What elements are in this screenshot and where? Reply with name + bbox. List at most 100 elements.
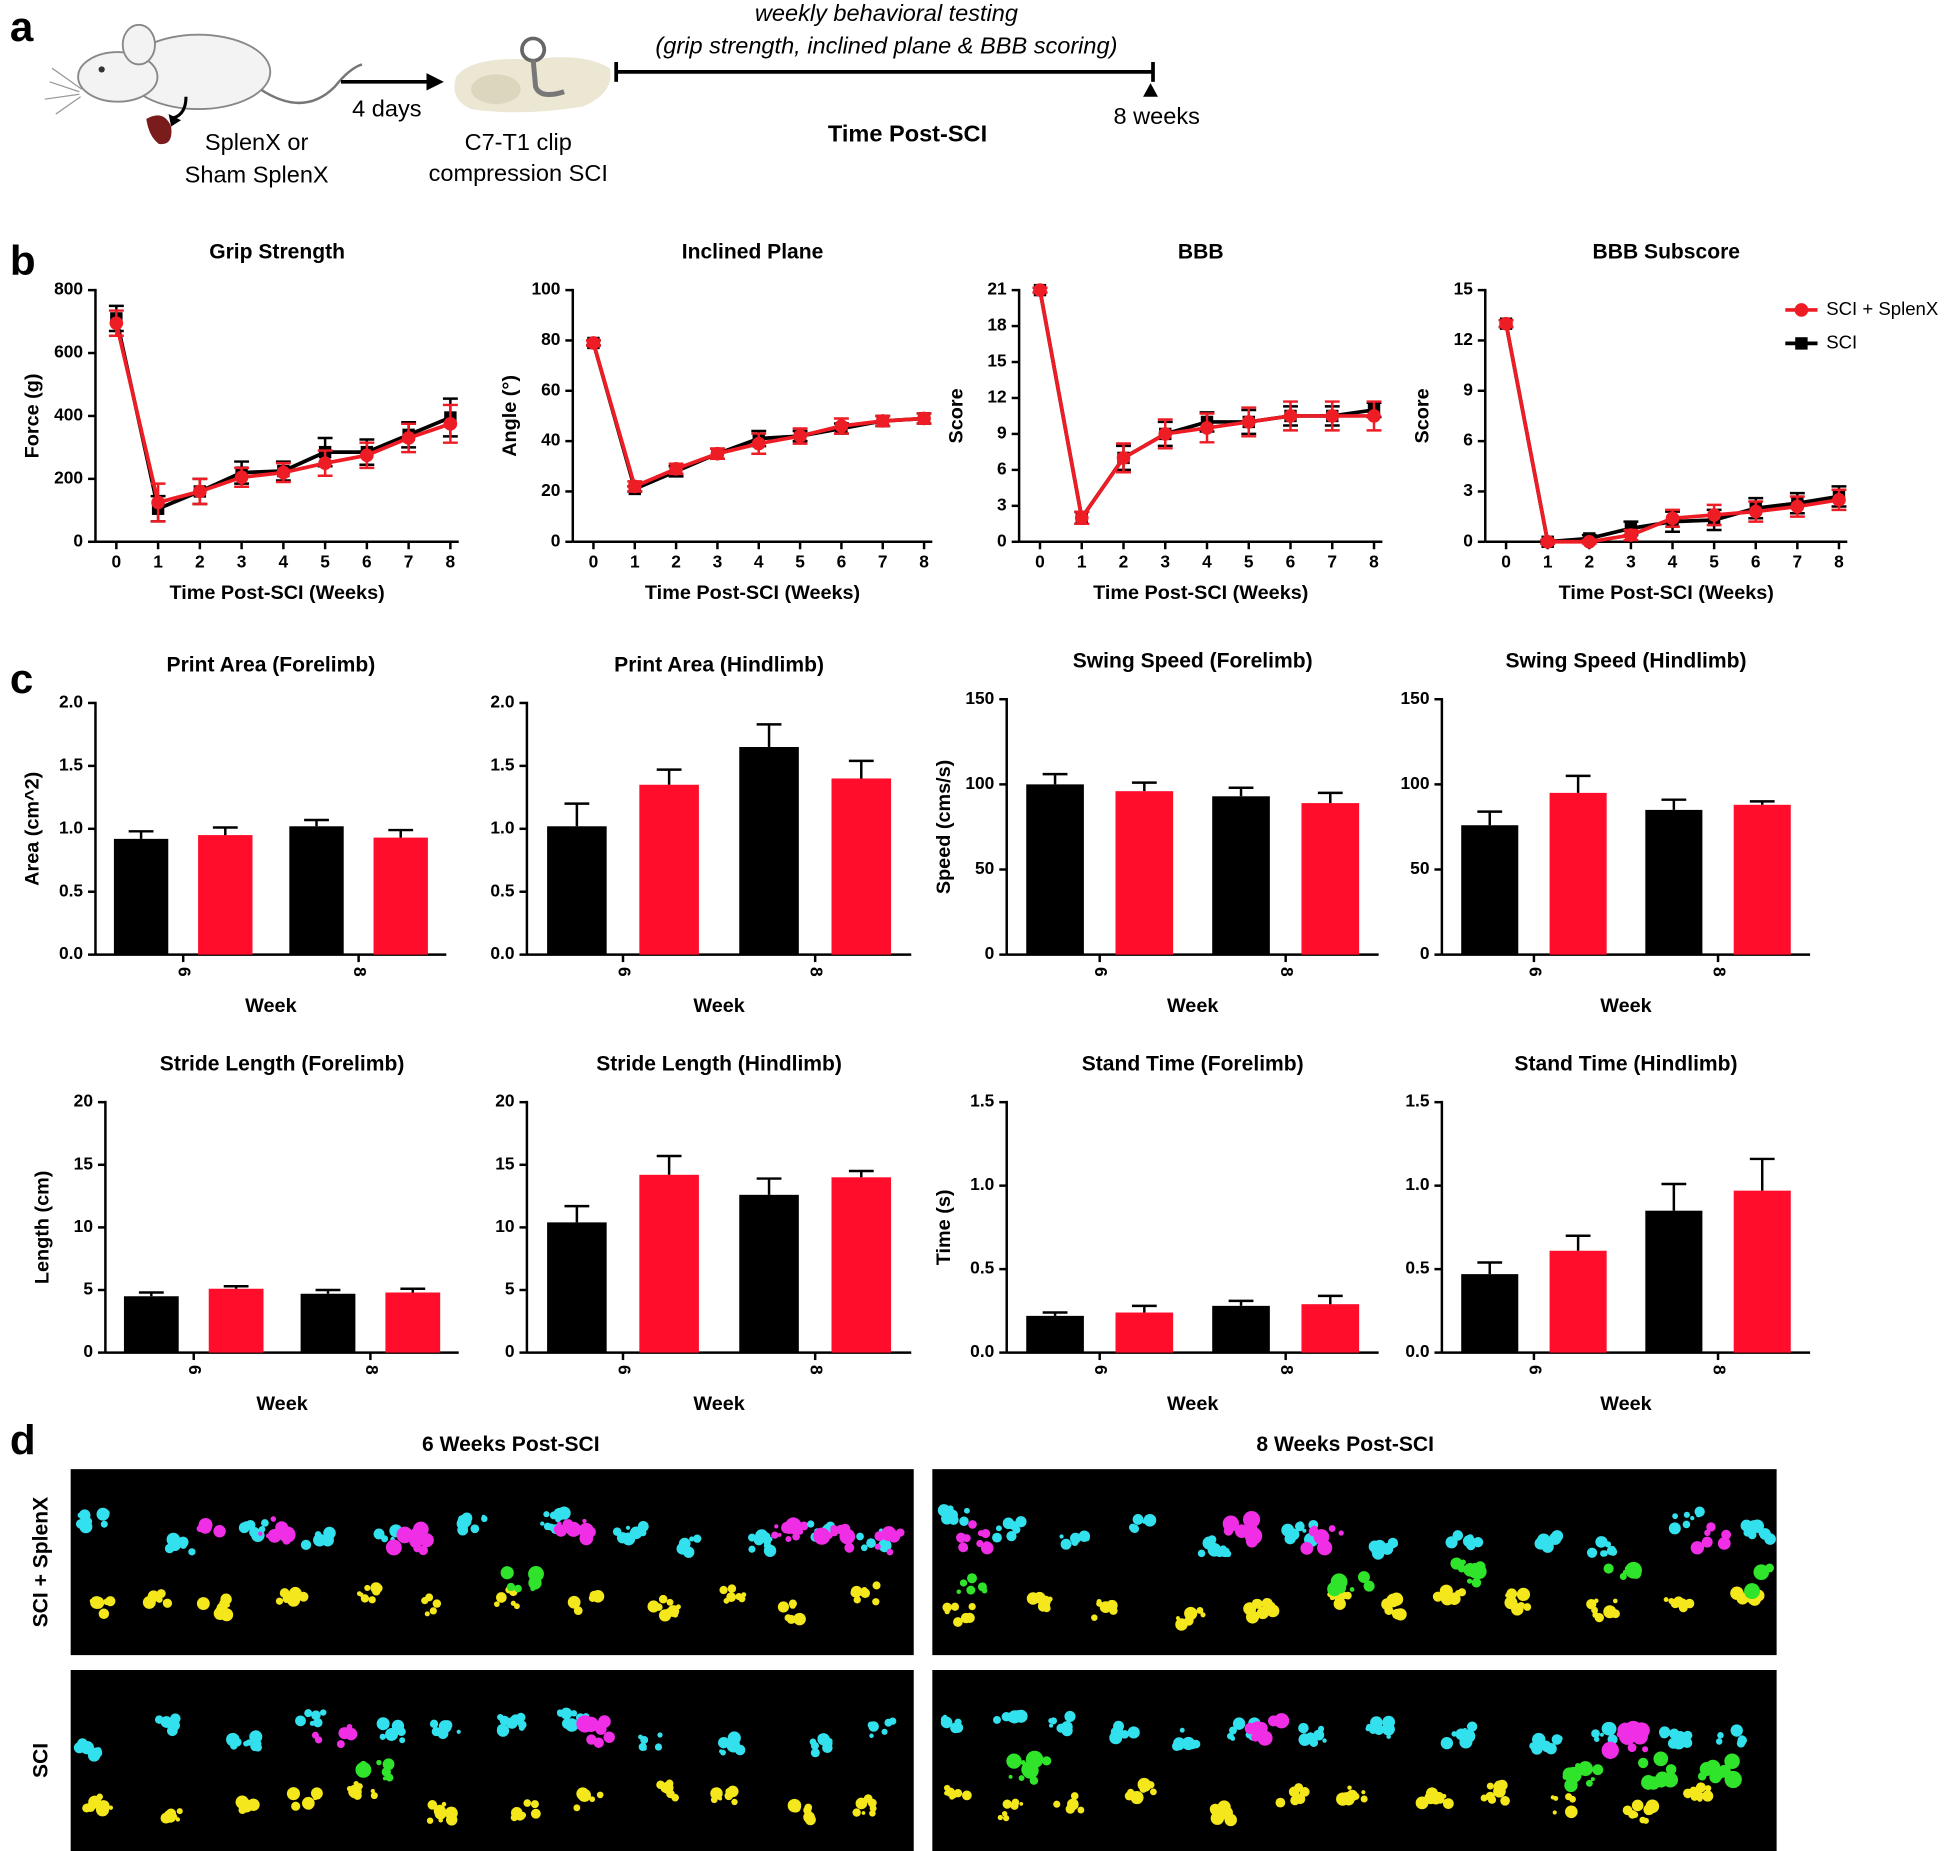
- paw-print: [1529, 1742, 1537, 1750]
- paw-print: [1717, 1536, 1731, 1550]
- chart-title: Stride Length (Hindlimb): [596, 1053, 842, 1076]
- paw-print: [1544, 1536, 1554, 1547]
- paw-print: [1590, 1777, 1595, 1782]
- paw-print: [1041, 1756, 1052, 1766]
- paw-print: [1184, 1616, 1194, 1626]
- paw-print: [836, 1524, 846, 1535]
- paw-print: [946, 1505, 954, 1513]
- paw-print: [1060, 1538, 1072, 1550]
- column-label: 6 Weeks Post-SCI: [422, 1433, 600, 1456]
- y-tick-label: 20: [541, 480, 560, 500]
- paw-print: [1347, 1785, 1352, 1790]
- arrow: [340, 73, 444, 91]
- paw-print: [1575, 1763, 1581, 1769]
- y-tick-label: 3: [997, 494, 1007, 514]
- paw-print: [1003, 1815, 1010, 1822]
- paw-print: [1018, 1775, 1025, 1781]
- paw-print: [409, 1534, 423, 1549]
- paw-print: [1313, 1729, 1325, 1741]
- marker: [193, 484, 207, 499]
- paw-print: [1232, 1717, 1246, 1730]
- paw-print: [382, 1758, 395, 1771]
- paw-print: [370, 1792, 378, 1800]
- paw-print: [1251, 1598, 1261, 1608]
- paw-print: [1442, 1798, 1454, 1810]
- y-tick-label: 12: [987, 387, 1006, 407]
- paw-print: [1386, 1734, 1391, 1739]
- paw-print: [582, 1518, 587, 1524]
- paw-print: [456, 1729, 461, 1734]
- paw-print: [1366, 1723, 1372, 1730]
- paw-print: [657, 1732, 663, 1738]
- chart-title: Inclined Plane: [682, 240, 824, 263]
- paw-print: [1149, 1788, 1157, 1796]
- marker: [627, 479, 642, 494]
- paw-print: [1551, 1734, 1563, 1745]
- paw-print: [1259, 1606, 1269, 1617]
- paw-print: [1175, 1616, 1180, 1621]
- paw-print: [77, 1512, 83, 1518]
- paw-print: [1641, 1775, 1656, 1790]
- paw-print: [830, 1525, 838, 1533]
- paw-print: [370, 1582, 382, 1594]
- bar: [547, 826, 607, 955]
- paw-print: [1553, 1796, 1559, 1801]
- y-tick-label: 15: [987, 351, 1007, 371]
- paw-print: [867, 1721, 875, 1729]
- x-axis-label: Time Post-SCI (Weeks): [645, 582, 860, 604]
- paw-print: [1628, 1810, 1637, 1819]
- paw-print: [1217, 1800, 1231, 1814]
- error-bar: [1565, 774, 1591, 793]
- paw-print: [735, 1595, 740, 1600]
- paw-print: [1006, 1531, 1017, 1542]
- paw-print: [1200, 1612, 1206, 1618]
- y-axis-label: Score: [1412, 388, 1434, 443]
- paw-print: [860, 1544, 868, 1552]
- y-tick-label: 0.5: [490, 880, 514, 900]
- paw-print: [1638, 1757, 1649, 1769]
- marker: [276, 465, 291, 480]
- paw-print: [1196, 1607, 1204, 1614]
- x-axis-label: Week: [1167, 1393, 1219, 1415]
- paw-print: [540, 1521, 545, 1526]
- paw-print: [557, 1506, 571, 1520]
- marker: [1200, 421, 1214, 435]
- bar: [1026, 1315, 1084, 1353]
- marker: [1499, 316, 1513, 331]
- y-tick-label: 1.0: [1405, 1174, 1429, 1194]
- paw-print: [100, 1520, 108, 1528]
- paw-print: [530, 1800, 539, 1809]
- y-tick-label: 20: [495, 1091, 514, 1111]
- paw-print: [238, 1522, 250, 1534]
- paw-print: [810, 1748, 820, 1758]
- y-axis-label: Speed (cms/s): [933, 760, 955, 894]
- paw-print: [1681, 1737, 1693, 1749]
- chart-title: Print Area (Hindlimb): [614, 653, 824, 676]
- paw-print: [1244, 1722, 1257, 1735]
- paw-print: [886, 1548, 894, 1556]
- paw-print: [787, 1798, 802, 1813]
- y-tick-label: 1.5: [1405, 1091, 1429, 1111]
- interval-label: 4 days: [352, 96, 421, 122]
- marker: [1540, 534, 1555, 549]
- paw-print: [1128, 1730, 1133, 1736]
- paw-print: [1600, 1550, 1607, 1557]
- paw-print: [368, 1596, 376, 1604]
- paw-print: [1606, 1546, 1617, 1556]
- paw-print: [809, 1738, 817, 1746]
- chart-title: Print Area (Forelimb): [167, 653, 376, 676]
- paw-print: [771, 1531, 779, 1539]
- paw-print: [1137, 1777, 1151, 1792]
- paw-print: [968, 1520, 977, 1529]
- paw-print: [290, 1600, 296, 1607]
- paw-print: [286, 1787, 301, 1801]
- paw-print: [1697, 1772, 1707, 1781]
- y-tick-label: 0.0: [1405, 1341, 1429, 1361]
- paw-print: [647, 1600, 660, 1613]
- x-tick-label: 5: [320, 551, 330, 571]
- panel-label: a: [10, 3, 34, 50]
- bar: [1645, 1210, 1703, 1353]
- paw-print: [1764, 1533, 1776, 1545]
- paw-print: [727, 1731, 741, 1745]
- paw-print: [1059, 1534, 1064, 1539]
